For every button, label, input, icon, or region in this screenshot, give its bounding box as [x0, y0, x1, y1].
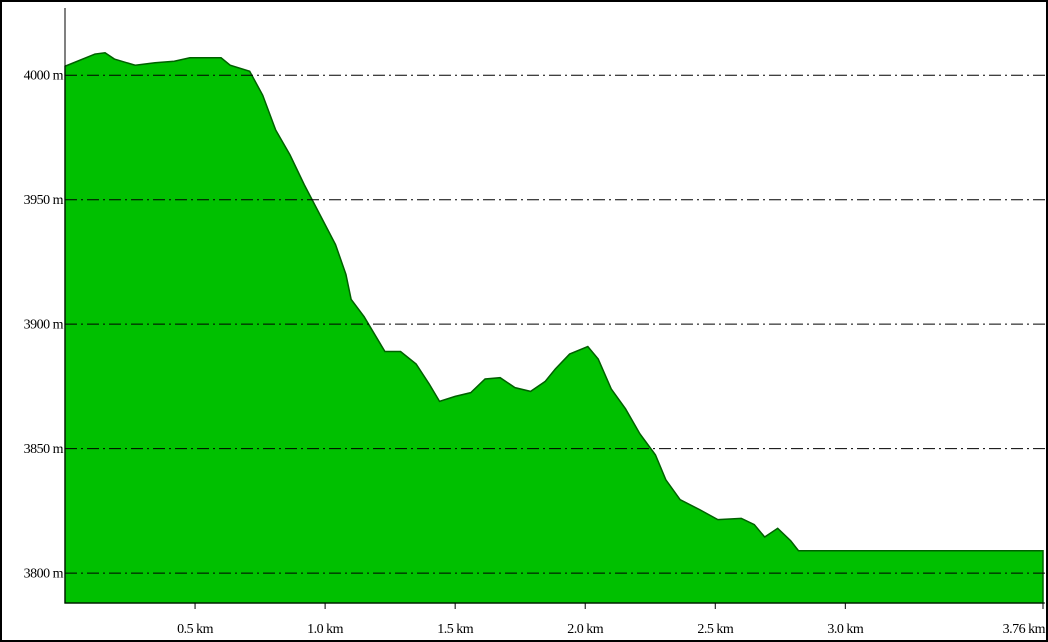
x-tick-label: 3.76 km — [1003, 622, 1046, 637]
y-tick-label: 3900 m — [24, 317, 64, 332]
x-tick-label: 3.0 km — [827, 622, 864, 637]
y-tick-label: 3950 m — [24, 193, 64, 208]
y-tick-label: 3800 m — [24, 566, 64, 581]
x-tick-label: 2.5 km — [697, 622, 734, 637]
elevation-area — [64, 52, 1044, 604]
x-tick-label: 2.0 km — [567, 622, 604, 637]
x-tick-label: 0.5 km — [177, 622, 214, 637]
y-tick-label: 3850 m — [24, 442, 64, 457]
x-tick-label: 1.0 km — [307, 622, 344, 637]
x-tick-label: 1.5 km — [437, 622, 474, 637]
y-tick-label: 4000 m — [24, 68, 64, 83]
